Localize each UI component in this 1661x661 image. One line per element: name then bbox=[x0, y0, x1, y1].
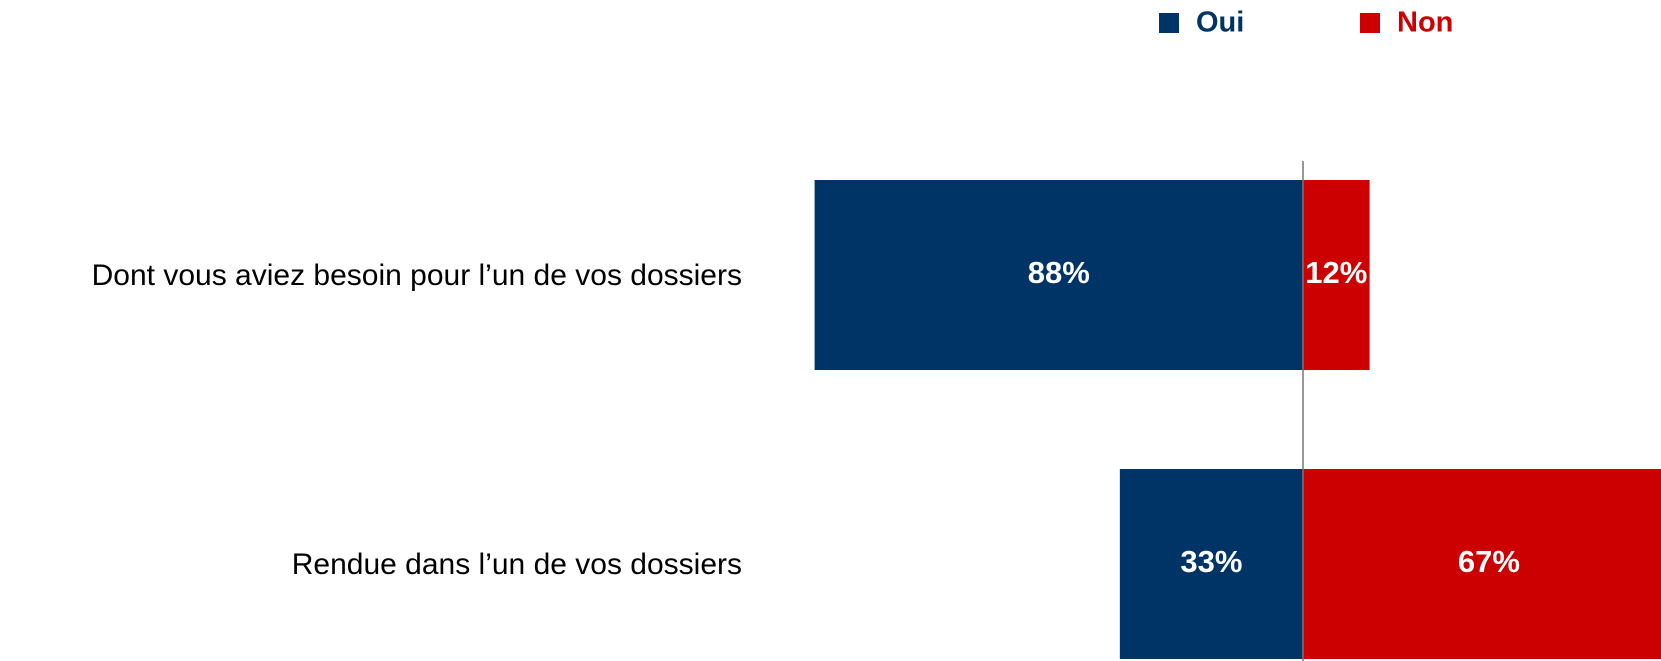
legend-swatch bbox=[1159, 13, 1179, 33]
value-label: 67% bbox=[1458, 544, 1520, 579]
bar bbox=[1303, 180, 1370, 370]
value-label: 33% bbox=[1180, 544, 1242, 579]
bar bbox=[1303, 469, 1661, 659]
value-label: 12% bbox=[1305, 255, 1367, 290]
bar bbox=[814, 180, 1303, 370]
bar bbox=[1119, 469, 1303, 659]
legend-label: Non bbox=[1397, 7, 1453, 39]
category-label: Rendue dans l’un de vos dossiers bbox=[292, 548, 742, 581]
value-label: 88% bbox=[1028, 255, 1090, 290]
legend-label: Oui bbox=[1196, 7, 1244, 39]
legend-swatch bbox=[1360, 13, 1380, 33]
category-label: Dont vous aviez besoin pour l’un de vos … bbox=[92, 259, 742, 292]
